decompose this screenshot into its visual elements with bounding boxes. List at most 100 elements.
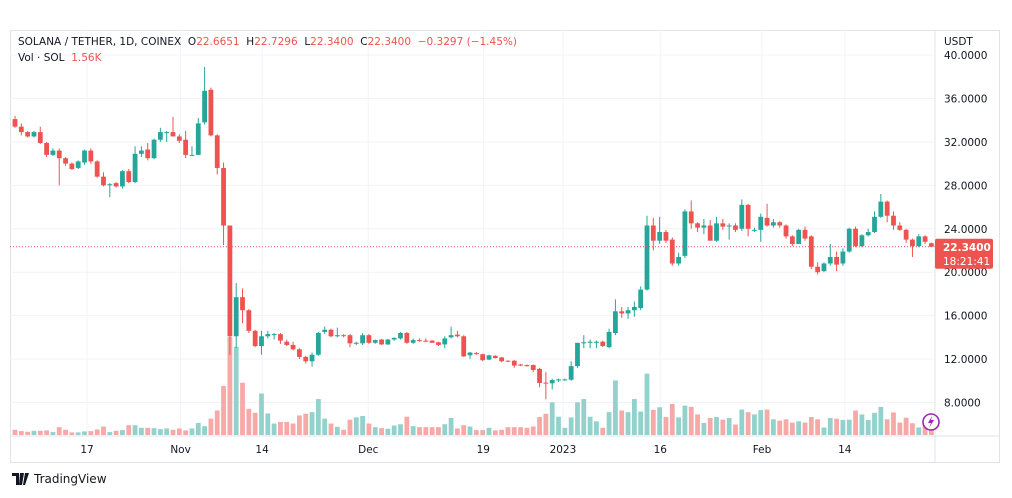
volume-bar (290, 423, 296, 435)
volume-bar (726, 418, 732, 435)
price-tick-label: 16.0000 (944, 311, 987, 323)
candle-body (556, 379, 561, 381)
candle-body (714, 223, 719, 241)
candle-body (903, 229, 909, 240)
volume-bar (505, 427, 511, 435)
candle-body (695, 223, 700, 228)
currency-label-bg (942, 33, 992, 49)
volume-bar (884, 419, 890, 435)
candle-body (682, 211, 688, 256)
candle-body (688, 211, 694, 224)
volume-bar (151, 428, 157, 435)
volume-bar (94, 429, 100, 435)
volume-bar (922, 424, 928, 435)
volume-bar (227, 337, 233, 435)
low-label: L (304, 36, 311, 48)
volume-bar (682, 405, 688, 435)
candle-body (707, 225, 713, 241)
brand-name: TradingView (34, 472, 107, 486)
volume-bar (752, 414, 757, 435)
volume-bar (37, 430, 43, 435)
volume-bar (322, 418, 328, 435)
price-tick-label: 20.0000 (944, 267, 987, 279)
volume-bar (834, 418, 839, 435)
candle-body (897, 225, 903, 230)
volume-bar (442, 424, 448, 435)
volume-bar (606, 412, 612, 435)
volume-value: 1.56K (71, 52, 102, 64)
volume-bar (891, 412, 896, 435)
volume-bar (480, 430, 486, 435)
candle-body (372, 340, 378, 343)
candle-body (50, 150, 56, 155)
change-value: −0.3297 (−1.45%) (417, 36, 517, 48)
volume-bar (903, 417, 909, 435)
volume-bar (625, 412, 631, 435)
volume-bar (631, 399, 637, 435)
candle-body (442, 338, 448, 345)
candle-body (492, 355, 498, 358)
candle-body (922, 236, 928, 242)
candle-body (448, 335, 454, 338)
candle-body (461, 336, 467, 357)
time-axis[interactable]: 17 Nov 14 Dec 19 2023 16 Feb 14 (80, 444, 851, 456)
lightning-icon[interactable] (922, 413, 940, 431)
grid-lines (10, 30, 935, 436)
candle-body (796, 229, 802, 244)
volume-bar (139, 427, 144, 435)
low-value: 22.3400 (310, 36, 354, 48)
tradingview-logo[interactable]: TradingView (12, 472, 107, 486)
volume-bar (777, 420, 783, 435)
volume-bar (745, 412, 751, 435)
candle-body (132, 153, 138, 183)
candle-body (328, 329, 334, 337)
volume-bar (764, 409, 770, 435)
candle-body (891, 215, 896, 226)
price-axis[interactable]: 8.0000 12.0000 16.0000 20.0000 24.0000 28.000… (944, 50, 987, 410)
volume-legend[interactable]: Vol · SOL 1.56K (18, 52, 101, 64)
candle-body (827, 256, 833, 264)
volume-bar (398, 424, 403, 435)
candle-body (202, 90, 207, 123)
volume-bar (170, 429, 176, 435)
volume-bar (562, 427, 568, 435)
volume-bar (113, 430, 119, 435)
volume-bar (499, 429, 505, 435)
volume-bar (284, 421, 290, 435)
candle-body (600, 341, 606, 347)
candle-body (644, 225, 650, 290)
volume-bar (221, 386, 226, 435)
candle-body (284, 341, 290, 345)
last-price-value: 22.3400 (943, 242, 991, 254)
candle-body (107, 184, 113, 186)
volume-bar (334, 426, 340, 435)
volume-bar (556, 416, 561, 435)
candle-body (404, 333, 410, 343)
candle-body (303, 356, 309, 362)
candle-body (473, 353, 479, 355)
volume-bar (600, 427, 606, 435)
candle-body (170, 132, 176, 137)
volume-bar (366, 423, 372, 435)
time-tick-label: 19 (477, 444, 490, 456)
candle-body (221, 167, 226, 226)
symbol-legend[interactable]: SOLANA / TETHER, 1D, COINEX O22.6651 H22… (18, 36, 517, 48)
volume-bar (240, 382, 245, 435)
candle-body (499, 357, 505, 362)
volume-bar (379, 428, 384, 435)
candle-body (360, 335, 365, 344)
candle-body (568, 366, 574, 380)
candle-body (240, 297, 245, 311)
volume-bar (720, 419, 726, 435)
price-tick-label: 36.0000 (944, 93, 987, 105)
candles (12, 66, 934, 400)
volume-bar (796, 421, 802, 435)
volume-bar (423, 427, 429, 435)
candle-body (353, 342, 359, 344)
candle-body (398, 333, 403, 339)
volume-bar (183, 430, 189, 435)
volume-bar (271, 423, 277, 435)
volume-bar (878, 406, 884, 435)
candle-body (720, 223, 726, 227)
